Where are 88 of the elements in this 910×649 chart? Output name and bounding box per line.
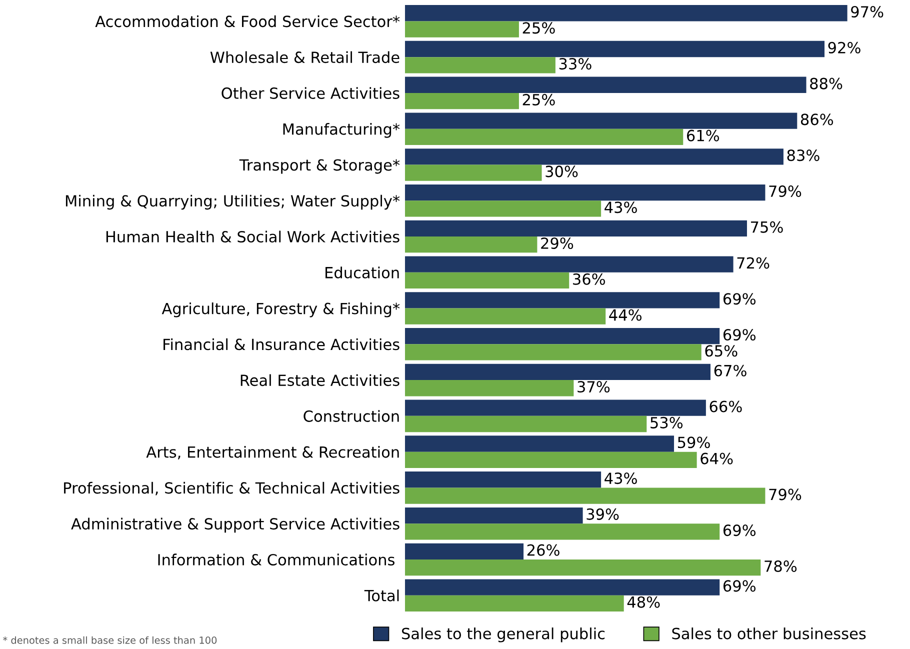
bar xyxy=(404,543,524,560)
y-tick-label: Total xyxy=(364,590,399,602)
bar xyxy=(404,579,720,596)
bar xyxy=(404,200,602,217)
data-label: 79% xyxy=(769,488,802,500)
bar xyxy=(404,21,519,38)
bar xyxy=(404,256,734,272)
y-tick-label: Wholesale & Retail Trade xyxy=(210,51,400,64)
y-tick-label: Mining & Quarrying; Utilities; Water Supply* xyxy=(66,194,400,210)
data-label: 88% xyxy=(810,78,842,90)
bar xyxy=(404,488,766,504)
data-label: 61% xyxy=(686,130,720,142)
bar xyxy=(404,292,720,308)
bar xyxy=(404,76,806,93)
bar xyxy=(404,595,624,612)
y-tick-label: Financial & Insurance Activities xyxy=(164,338,400,350)
data-label: 69% xyxy=(723,328,756,341)
data-label: 36% xyxy=(573,273,606,285)
bar xyxy=(404,380,574,396)
data-label: 43% xyxy=(604,202,637,214)
bar xyxy=(404,40,825,58)
data-label: 29% xyxy=(541,237,574,250)
data-label: 48% xyxy=(627,596,660,608)
y-tick-label: Agriculture, Forestry & Fishing* xyxy=(162,302,400,318)
bar xyxy=(404,400,706,416)
data-label: 25% xyxy=(522,22,555,34)
y-tick-label: Education xyxy=(326,266,399,278)
data-label: 83% xyxy=(787,150,820,162)
bar xyxy=(404,524,720,540)
bar xyxy=(404,559,761,576)
data-label: 65% xyxy=(705,345,738,357)
y-tick-label: Accommodation & Food Service Sector* xyxy=(95,15,400,28)
y-tick-label: Professional, Scientific & Technical Activities xyxy=(64,482,400,496)
bar xyxy=(404,128,684,145)
data-label: 69% xyxy=(723,524,756,536)
y-tick-label: Manufacturing* xyxy=(283,123,400,138)
data-label: 30% xyxy=(546,166,578,178)
data-label: 39% xyxy=(586,508,619,520)
bar xyxy=(404,507,583,524)
data-label: 79% xyxy=(769,185,802,197)
data-label: 59% xyxy=(678,436,710,448)
bar xyxy=(404,308,606,324)
data-label: 44% xyxy=(609,309,642,321)
data-label: 78% xyxy=(764,560,797,572)
y-tick-label: Administrative & Support Service Activities xyxy=(71,518,400,533)
bar xyxy=(404,344,702,360)
data-label: 25% xyxy=(522,94,555,106)
data-label: 75% xyxy=(751,221,783,233)
y-tick-label: Information & Communications xyxy=(158,554,394,566)
bar xyxy=(404,112,798,129)
bar xyxy=(404,416,647,432)
data-label: 43% xyxy=(604,472,637,484)
y-tick-label: Construction xyxy=(304,410,399,422)
bar xyxy=(404,472,602,488)
bar xyxy=(404,57,556,74)
bar xyxy=(404,164,542,181)
y-tick-label: Other Service Activities xyxy=(222,87,400,99)
bar xyxy=(404,436,674,452)
bar xyxy=(404,92,519,110)
data-label: 69% xyxy=(723,580,756,592)
bar xyxy=(404,5,848,22)
bar xyxy=(404,272,570,289)
y-tick-label: Human Health & Social Work Activities xyxy=(106,230,400,243)
bar xyxy=(404,452,697,468)
data-label: 33% xyxy=(559,58,592,70)
data-label: 53% xyxy=(650,416,683,428)
y-tick-label: Arts, Entertainment & Recreation xyxy=(146,446,399,460)
bar xyxy=(404,220,747,237)
bar xyxy=(404,236,538,253)
data-label: 66% xyxy=(710,400,742,412)
data-label: 67% xyxy=(714,364,746,376)
data-label: 72% xyxy=(737,257,770,269)
legend-label: Sales to the general public xyxy=(402,628,605,642)
bar xyxy=(404,364,710,380)
data-label: 37% xyxy=(578,381,610,393)
y-tick-label: Transport & Storage* xyxy=(239,159,400,174)
legend-label: Sales to other businesses xyxy=(672,628,866,640)
y-tick-label: Real Estate Activities xyxy=(240,374,400,386)
data-label: 64% xyxy=(700,452,733,464)
data-label: 26% xyxy=(527,544,560,556)
bar xyxy=(404,328,720,344)
data-label: 92% xyxy=(828,42,860,54)
text: * denotes a small base size of less than 100 xyxy=(3,636,217,644)
data-label: 86% xyxy=(800,114,834,126)
bar xyxy=(404,184,766,201)
data-label: 69% xyxy=(723,293,756,305)
bar xyxy=(404,148,784,165)
data-label: 97% xyxy=(851,6,884,18)
